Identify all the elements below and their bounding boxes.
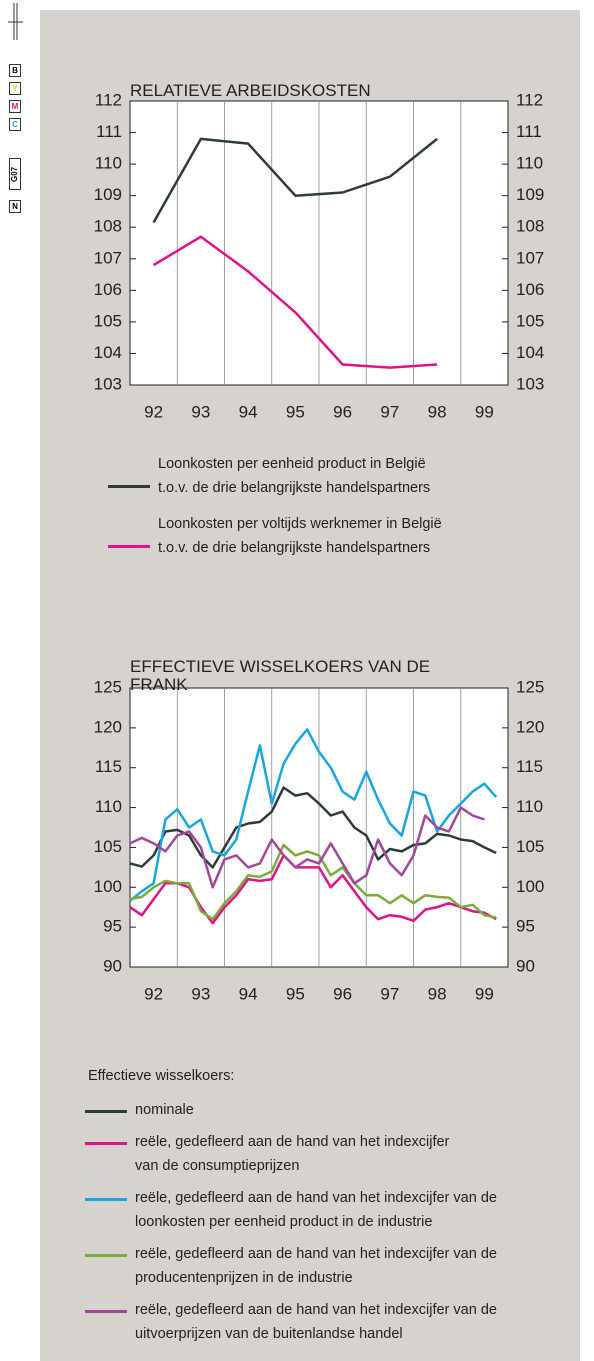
x-tick-label: 96 xyxy=(333,984,352,1003)
legend-swatch xyxy=(85,1110,127,1113)
y-tick-label-right: 100 xyxy=(516,877,544,896)
legend: Effectieve wisselkoers: nominale reële, ge… xyxy=(85,1064,555,1354)
y-tick-label: 112 xyxy=(95,90,122,109)
legend-label: reële, gedefleerd aan de hand van het in… xyxy=(135,1246,497,1286)
series-line xyxy=(129,786,497,869)
y-tick-label-right: 105 xyxy=(516,837,544,856)
y-tick-label-right: 90 xyxy=(516,956,535,975)
legend-entry: Loonkosten per eenheid product in België… xyxy=(108,452,458,500)
series-line xyxy=(129,843,497,921)
y-tick-label-right: 105 xyxy=(516,311,544,330)
y-tick-label: 110 xyxy=(95,797,122,816)
x-tick-label: 94 xyxy=(239,984,258,1003)
y-tick-label: 120 xyxy=(94,717,122,736)
x-tick-label: 98 xyxy=(428,984,447,1003)
legend-swatch xyxy=(108,545,150,548)
y-tick-label-right: 106 xyxy=(516,280,544,299)
x-tick-label: 97 xyxy=(380,402,399,421)
x-tick-label: 93 xyxy=(191,984,210,1003)
legend-entry: reële, gedefleerd aan de hand van het in… xyxy=(85,1242,535,1290)
printer-mark: M xyxy=(9,100,21,113)
series-line xyxy=(152,235,438,369)
y-tick-label: 90 xyxy=(103,956,122,975)
printer-mark: B xyxy=(9,64,21,77)
y-tick-label-right: 111 xyxy=(516,122,542,141)
legend-entry: nominale xyxy=(85,1098,535,1122)
y-tick-label-right: 125 xyxy=(516,677,544,696)
legend-swatch xyxy=(85,1310,127,1313)
printer-mark: Y xyxy=(9,82,21,95)
legend: Loonkosten per eenheid product in België… xyxy=(108,452,448,572)
legend-entry: Loonkosten per voltijds werknemer in Bel… xyxy=(108,512,458,560)
y-tick-label: 125 xyxy=(94,677,122,696)
legend-label: reële, gedefleerd aan de hand van het in… xyxy=(135,1302,497,1342)
legend-swatch xyxy=(85,1142,127,1145)
y-tick-label: 100 xyxy=(94,877,122,896)
chart-title: RELATIEVE ARBEIDSKOSTEN xyxy=(130,81,371,100)
legend-entry: reële, gedefleerd aan de hand van het in… xyxy=(85,1186,565,1234)
y-tick-label: 115 xyxy=(95,757,122,776)
y-tick-label-right: 109 xyxy=(516,185,544,204)
legend-label: nominale xyxy=(135,1102,194,1118)
x-tick-label: 99 xyxy=(475,984,494,1003)
x-tick-label: 96 xyxy=(333,402,352,421)
y-tick-label-right: 107 xyxy=(516,248,544,267)
y-tick-label: 104 xyxy=(94,343,122,362)
x-tick-label: 93 xyxy=(191,402,210,421)
printer-mark: N xyxy=(9,200,21,213)
series-line xyxy=(129,806,485,889)
legend-swatch xyxy=(108,485,150,488)
y-tick-label-right: 112 xyxy=(516,90,543,109)
x-tick-label: 98 xyxy=(428,402,447,421)
x-tick-label: 94 xyxy=(239,402,258,421)
y-tick-label: 110 xyxy=(95,154,122,173)
y-tick-label: 95 xyxy=(103,917,122,936)
y-tick-label: 109 xyxy=(94,185,122,204)
y-tick-label: 106 xyxy=(94,280,122,299)
x-tick-label: 92 xyxy=(144,402,163,421)
legend-entry: reële, gedefleerd aan de hand van het in… xyxy=(85,1130,455,1178)
legend-title: Effectieve wisselkoers: xyxy=(88,1068,235,1084)
x-tick-label: 95 xyxy=(286,402,305,421)
legend-swatch xyxy=(85,1198,127,1201)
y-tick-label-right: 110 xyxy=(516,154,543,173)
legend-label: reële, gedefleerd aan de hand van het in… xyxy=(135,1190,497,1230)
y-tick-label: 103 xyxy=(94,374,122,393)
printer-mark: G07 xyxy=(9,158,21,190)
x-tick-label: 95 xyxy=(286,984,305,1003)
y-tick-label: 105 xyxy=(94,311,122,330)
y-tick-label: 105 xyxy=(94,837,122,856)
y-tick-label: 107 xyxy=(94,248,122,267)
legend-entry: reële, gedefleerd aan de hand van het in… xyxy=(85,1298,565,1346)
y-tick-label-right: 104 xyxy=(516,343,544,362)
x-tick-label: 92 xyxy=(144,984,163,1003)
legend-label: Loonkosten per voltijds werknemer in Bel… xyxy=(158,516,442,556)
y-tick-label: 111 xyxy=(96,122,122,141)
x-tick-label: 99 xyxy=(475,402,494,421)
legend-label: Loonkosten per eenheid product in België… xyxy=(158,456,431,496)
y-tick-label-right: 95 xyxy=(516,917,535,936)
y-tick-label-right: 110 xyxy=(516,797,543,816)
printer-mark: C xyxy=(9,118,21,131)
y-tick-label-right: 103 xyxy=(516,374,544,393)
y-tick-label-right: 115 xyxy=(516,757,543,776)
y-tick-label-right: 108 xyxy=(516,217,544,236)
series-line xyxy=(152,137,438,224)
y-tick-label: 108 xyxy=(94,217,122,236)
x-tick-label: 97 xyxy=(380,984,399,1003)
legend-label: reële, gedefleerd aan de hand van het in… xyxy=(135,1134,450,1174)
y-tick-label-right: 120 xyxy=(516,717,544,736)
chart-title: EFFECTIEVE WISSELKOERS VAN DE FRANK xyxy=(130,657,431,694)
legend-swatch xyxy=(85,1254,127,1257)
